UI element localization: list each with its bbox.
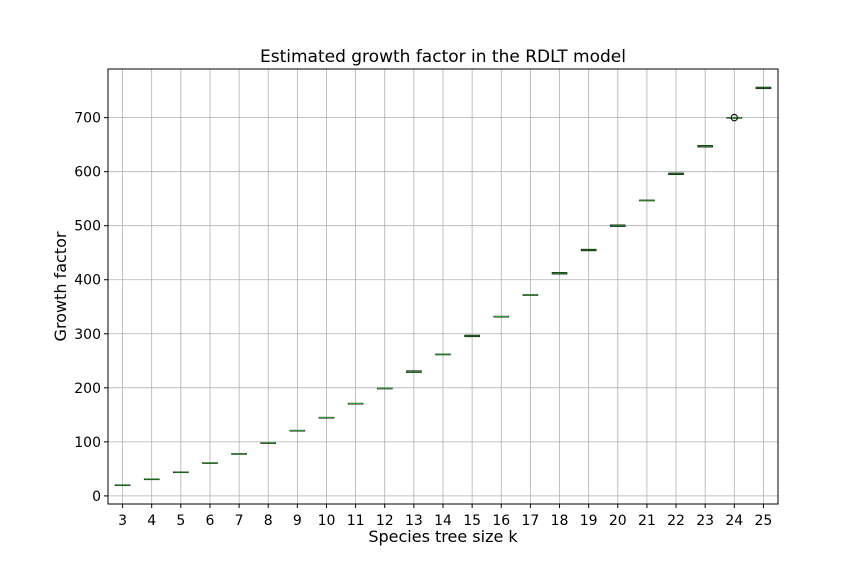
x-tick-label: 4 — [147, 513, 156, 529]
box-12 — [376, 387, 393, 390]
box-23 — [697, 145, 713, 148]
x-tick-label: 20 — [609, 513, 627, 529]
x-tick-label: 5 — [176, 513, 185, 529]
x-tick-label: 15 — [463, 513, 481, 529]
x-tick-label: 19 — [580, 513, 598, 529]
x-tick-label: 21 — [638, 513, 656, 529]
box-plots — [114, 86, 772, 487]
x-tick-label: 13 — [405, 513, 423, 529]
box-24 — [726, 116, 743, 119]
box-4 — [143, 478, 160, 481]
box-9 — [289, 429, 306, 432]
x-tick-label: 11 — [347, 513, 365, 529]
y-tick-label: 100 — [74, 435, 101, 451]
box-5 — [173, 471, 189, 474]
x-tick-label: 6 — [205, 513, 214, 529]
y-tick-label: 500 — [74, 219, 101, 235]
box-21 — [639, 199, 655, 202]
box-10 — [318, 416, 335, 419]
x-ticks: 3 4 5 6 7 8 9 10 11 12 13 14 15 16 17 18 19 20 21 22 23 24 25 — [118, 504, 772, 529]
y-tick-label: 300 — [74, 327, 101, 343]
y-tick-label: 0 — [92, 489, 101, 505]
x-tick-label: 16 — [492, 513, 510, 529]
x-tick-label: 17 — [521, 513, 539, 529]
y-axis-label: Growth factor — [51, 231, 70, 341]
x-tick-label: 23 — [696, 513, 714, 529]
outlier-point — [730, 113, 739, 122]
grid-lines — [108, 69, 778, 504]
y-tick-label: 400 — [74, 273, 101, 289]
x-tick-label: 22 — [667, 513, 685, 529]
box-17 — [522, 294, 539, 296]
box-22 — [668, 172, 684, 175]
box-8 — [260, 442, 277, 444]
y-tick-label: 700 — [74, 111, 101, 127]
x-tick-label: 10 — [318, 513, 336, 529]
box-11 — [347, 402, 364, 405]
box-19 — [580, 248, 597, 252]
y-ticks: 0 100 200 300 400 500 600 700 — [74, 111, 108, 505]
x-axis-label: Species tree size k — [368, 527, 518, 546]
x-tick-label: 12 — [376, 513, 394, 529]
box-7 — [231, 453, 247, 455]
box-25 — [755, 86, 772, 90]
x-tick-label: 25 — [755, 513, 773, 529]
box-14 — [435, 353, 451, 356]
box-20 — [610, 224, 626, 227]
x-tick-label: 24 — [725, 513, 743, 529]
y-tick-label: 200 — [74, 381, 101, 397]
x-tick-label: 18 — [551, 513, 569, 529]
box-6 — [202, 462, 218, 464]
box-15 — [464, 334, 480, 338]
box-13 — [406, 370, 422, 373]
chart-title: Estimated growth factor in the RDLT mode… — [260, 47, 626, 67]
x-tick-label: 7 — [235, 513, 244, 529]
x-tick-label: 8 — [264, 513, 273, 529]
y-tick-label: 600 — [74, 165, 101, 181]
x-tick-label: 9 — [293, 513, 302, 529]
box-3 — [114, 484, 131, 487]
box-16 — [493, 315, 510, 318]
box-18 — [551, 272, 568, 275]
x-tick-label: 3 — [118, 513, 127, 529]
x-tick-label: 14 — [434, 513, 452, 529]
